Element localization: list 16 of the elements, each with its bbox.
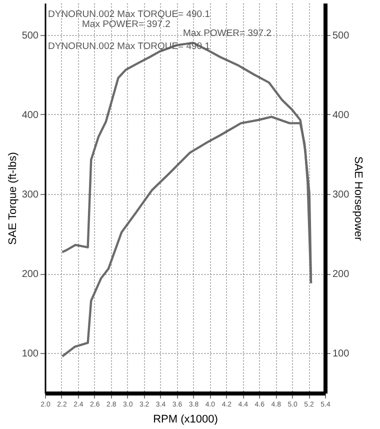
x-axis-title: RPM (x1000): [153, 414, 218, 426]
y2-tick-label: 400: [332, 110, 350, 121]
y2-tick-label: 200: [332, 269, 350, 280]
annotation: DYNORUN.002 Max TORQUE= 490.1: [48, 9, 210, 20]
y-tick-label: 200: [22, 269, 39, 280]
y2-tick-label: 500: [332, 30, 350, 42]
y2-tick-label: 100: [332, 348, 350, 360]
y-tick-label: 500: [22, 30, 39, 42]
y2-axis-title: SAE Horsepower: [352, 156, 364, 242]
y2-tick-label: 300: [332, 190, 350, 201]
annotation: Max POWER= 397.2: [82, 19, 170, 30]
y-axis-title: SAE Torque (ft-lbs): [6, 152, 19, 245]
y-tick-label: 300: [22, 190, 39, 201]
y-tick-label: 100: [22, 348, 39, 360]
y-tick-label: 400: [22, 110, 39, 121]
annotation: Max POWER= 397.2: [183, 28, 272, 39]
